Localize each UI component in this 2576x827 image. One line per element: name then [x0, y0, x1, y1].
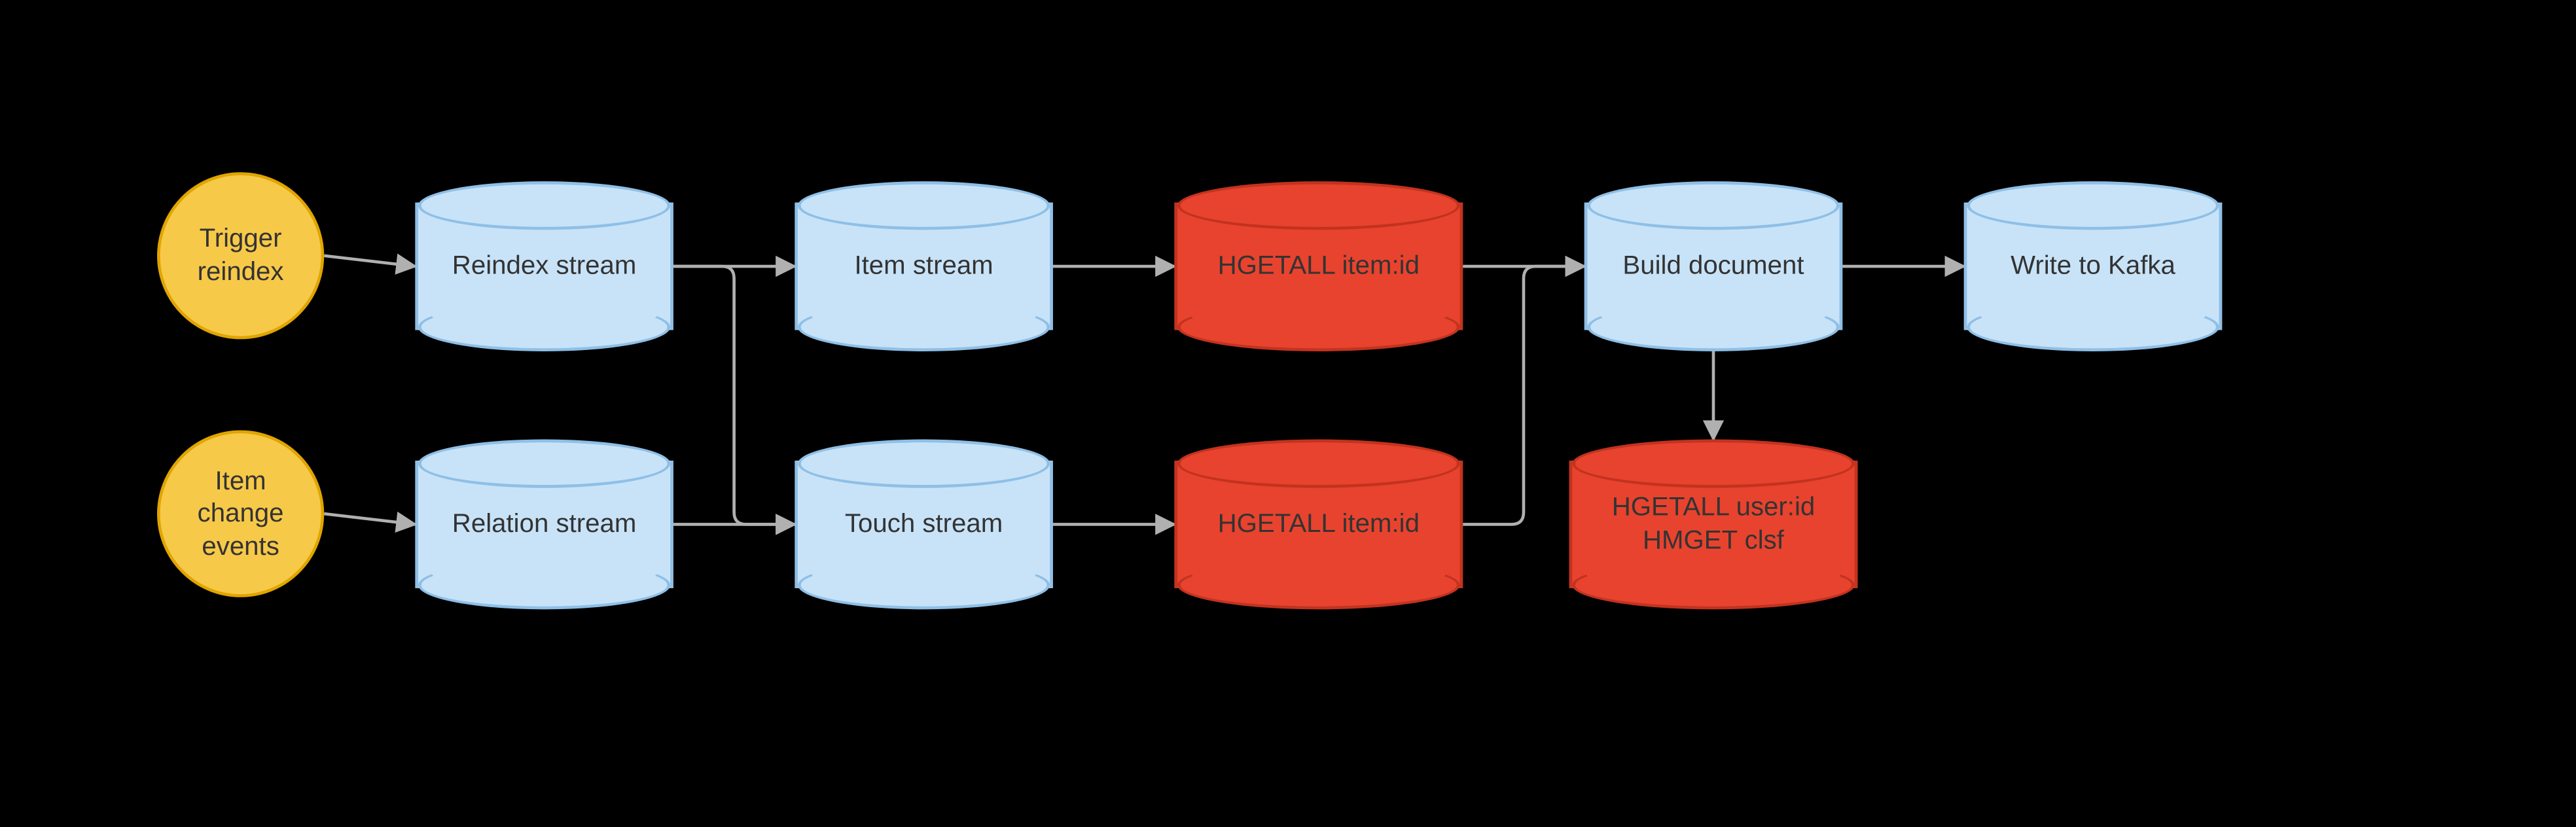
edge-e-change-relation	[324, 514, 415, 524]
edge-e-trigger-reindexstream	[324, 256, 415, 266]
node-hgetall-top: HGETALL item:id	[1174, 203, 1463, 330]
node-touch-stream: Touch stream	[795, 461, 1052, 588]
node-build-document: Build document	[1584, 203, 1842, 330]
edge-e-reindex-touch	[673, 266, 795, 524]
diagram-canvas: Trigger reindex Item change events Reindex…	[0, 0, 2576, 827]
node-item-change: Item change events	[157, 431, 324, 597]
node-hgetall-bottom: HGETALL item:id	[1174, 461, 1463, 588]
edge-e-hgetbot-build	[1463, 266, 1584, 524]
diagram-stage: Trigger reindex Item change events Reindex…	[157, 157, 2576, 827]
node-label: HGETALL item:id	[1218, 250, 1420, 283]
node-label: Build document	[1622, 250, 1804, 283]
node-label: Trigger reindex	[172, 223, 309, 289]
node-label: Relation stream	[452, 508, 637, 540]
node-label: Touch stream	[845, 508, 1003, 540]
node-hgetall-user: HGETALL user:id HMGET clsf	[1569, 461, 1858, 588]
node-relation-stream: Relation stream	[415, 461, 673, 588]
node-trigger-reindex: Trigger reindex	[157, 172, 324, 339]
node-label: HGETALL item:id	[1218, 508, 1420, 540]
node-label: Reindex stream	[452, 250, 637, 283]
node-write-kafka: Write to Kafka	[1964, 203, 2222, 330]
node-label: HGETALL user:id HMGET clsf	[1612, 491, 1816, 557]
node-label: Write to Kafka	[2011, 250, 2175, 283]
node-label: Item stream	[854, 250, 993, 283]
node-item-stream: Item stream	[795, 203, 1052, 330]
node-reindex-stream: Reindex stream	[415, 203, 673, 330]
node-label: Item change events	[172, 465, 309, 563]
